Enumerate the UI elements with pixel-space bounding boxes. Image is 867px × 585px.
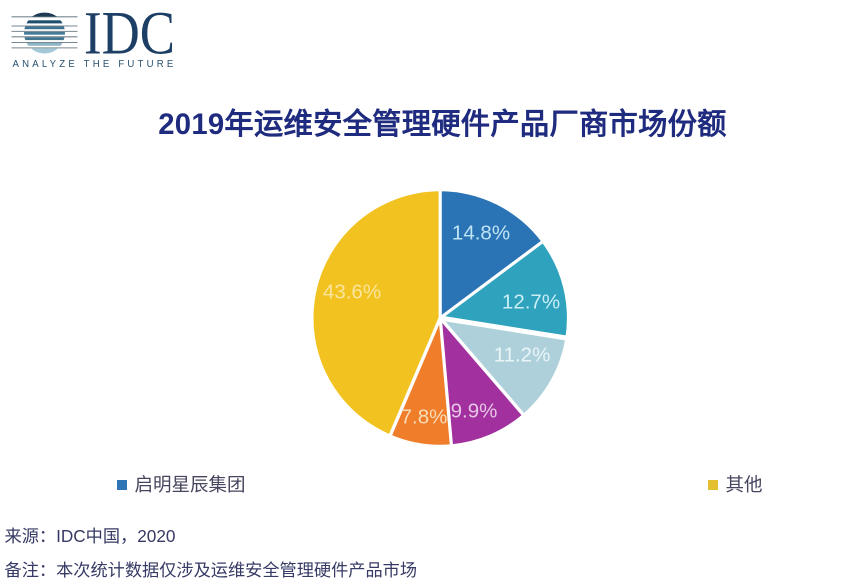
svg-text:IDC: IDC: [84, 0, 175, 68]
svg-text:12.7%: 12.7%: [502, 291, 560, 314]
svg-text:14.8%: 14.8%: [452, 222, 510, 245]
svg-text:7.8%: 7.8%: [401, 406, 448, 429]
svg-text:43.6%: 43.6%: [323, 281, 381, 304]
svg-text:11.2%: 11.2%: [494, 344, 551, 367]
svg-text:9.9%: 9.9%: [451, 400, 498, 423]
svg-text:ANALYZE THE FUTURE: ANALYZE THE FUTURE: [13, 58, 177, 70]
